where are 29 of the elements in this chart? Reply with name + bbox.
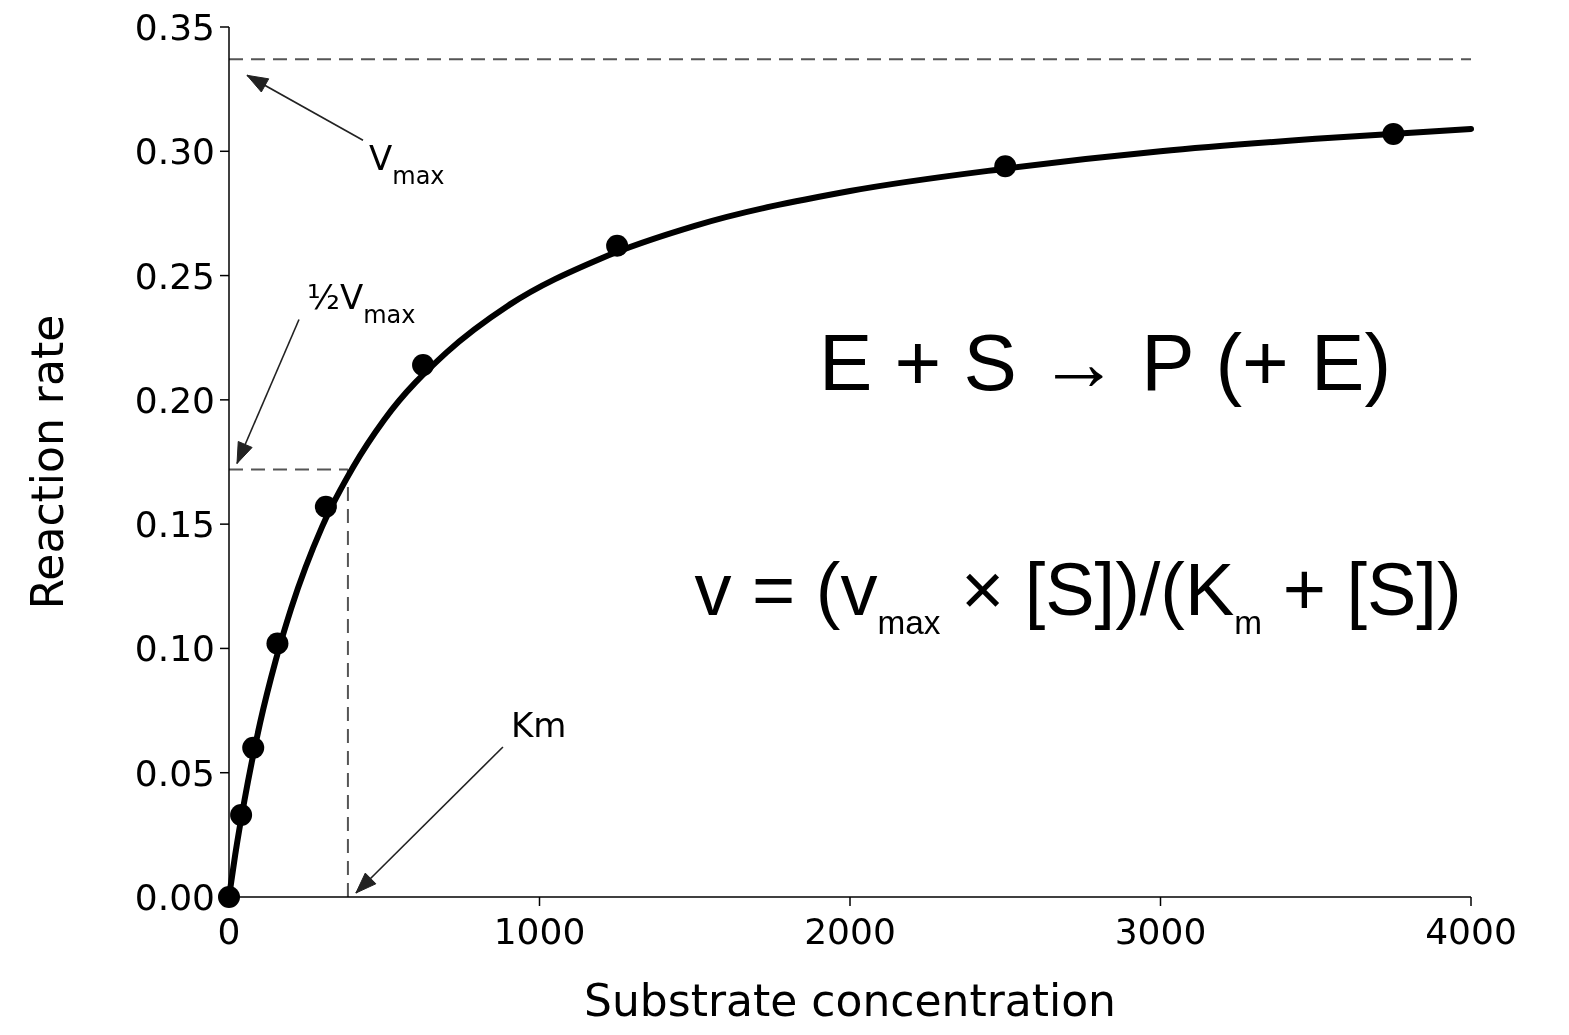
point: [994, 155, 1017, 178]
y-tick-label: 0.20: [134, 379, 215, 421]
y-tick-label: 0.00: [134, 877, 215, 918]
annotation: v = (v$_{max}$ × [S])/(K$_{m}$ + [S]): [694, 548, 1462, 641]
x-tick-label: 4000: [1425, 911, 1517, 952]
point: [230, 803, 253, 826]
annotation: V$_{max}$: [369, 138, 445, 191]
point: [606, 234, 629, 257]
y-tick-label: 0.35: [134, 7, 215, 48]
point: [242, 736, 265, 759]
y-tick-label: 0.25: [134, 255, 215, 297]
y-tick-label: 0.30: [134, 131, 215, 173]
x-tick-label: 3000: [1114, 911, 1207, 952]
point: [266, 632, 289, 655]
x-axis-title: Substrate concentration: [583, 975, 1117, 1026]
annotation: ½V$_{max}$: [307, 277, 416, 330]
y-axis-title: Reaction rate: [22, 314, 73, 610]
point: [218, 886, 240, 908]
y-tick-label: 0.10: [134, 628, 215, 670]
point: [412, 354, 435, 377]
x-tick-label: 1000: [493, 911, 586, 952]
x-tick-label: 0: [217, 911, 241, 952]
point: [314, 495, 337, 518]
annotation: E + S → P (+ E): [818, 318, 1392, 407]
point: [1382, 122, 1405, 145]
y-tick-label: 0.05: [134, 752, 215, 794]
annotation: Km: [510, 705, 567, 745]
y-tick-label: 0.15: [134, 504, 215, 546]
x-tick-label: 2000: [804, 911, 896, 952]
